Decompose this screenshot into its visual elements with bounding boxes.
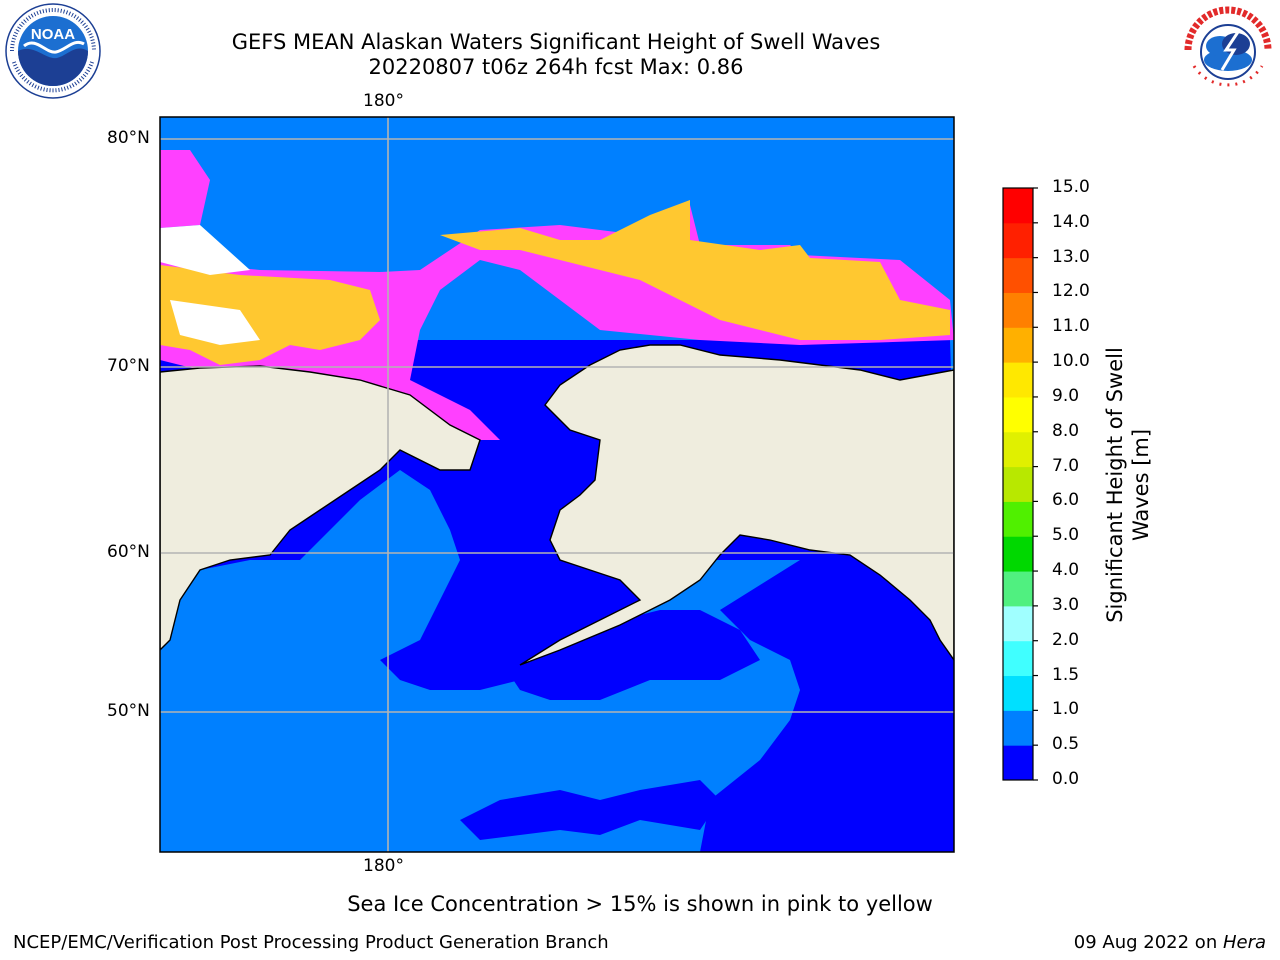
colorbar-tick-label: 3.0 xyxy=(1052,594,1080,615)
footer-credit: NCEP/EMC/Verification Post Processing Pr… xyxy=(13,932,609,953)
graticule xyxy=(160,117,954,852)
lat-label-80: 80°N xyxy=(107,128,150,148)
map-frame xyxy=(159,116,955,853)
colorbar-block-8 xyxy=(1003,466,1033,502)
ocean-swell-0-0.5-east xyxy=(700,560,954,852)
colorbar-block-13 xyxy=(1003,292,1033,328)
colorbar-tick-label: 15.0 xyxy=(1052,177,1090,197)
colorbar-tick-label: 7.0 xyxy=(1052,455,1080,476)
ocean-swell-0-0.5-aleutian xyxy=(500,610,760,700)
colorbar-block-3 xyxy=(1003,640,1033,677)
colorbar xyxy=(1003,188,1033,781)
sea-ice-yellow xyxy=(160,200,950,365)
colorbar-tick-label: 10.0 xyxy=(1052,351,1090,372)
colorbar-tick-label: 1.5 xyxy=(1052,664,1080,685)
colorbar-tick-label: 13.0 xyxy=(1052,246,1090,267)
colorbar-tick-label: 14.0 xyxy=(1052,211,1090,232)
colorbar-block-7 xyxy=(1003,501,1033,537)
land-siberia xyxy=(160,365,481,651)
colorbar-title-line1: Significant Height of Swell xyxy=(1103,347,1127,623)
colorbar-title-line2: Waves [m] xyxy=(1129,428,1153,542)
lat-label-60: 60°N xyxy=(107,542,150,562)
colorbar-block-9 xyxy=(1003,431,1033,468)
footer-date-text: 09 Aug 2022 on xyxy=(1073,932,1223,953)
colorbar-tick-label: 0.5 xyxy=(1052,734,1080,755)
colorbar-tick-label: 0.0 xyxy=(1052,769,1080,789)
lon-label-bottom: 180° xyxy=(363,856,404,876)
footer-host: Hera xyxy=(1222,932,1266,953)
colorbar-block-10 xyxy=(1003,396,1033,433)
colorbar-tick-label: 6.0 xyxy=(1052,490,1080,511)
colorbar-tick-label: 5.0 xyxy=(1052,525,1080,546)
lon-label-top: 180° xyxy=(363,91,404,111)
colorbar-tick-label: 11.0 xyxy=(1052,316,1090,337)
colorbar-block-5 xyxy=(1003,571,1033,607)
colorbar-block-2 xyxy=(1003,675,1033,711)
noaa-logo-text: NOAA xyxy=(31,26,75,43)
colorbar-block-14 xyxy=(1003,257,1033,293)
colorbar-frame xyxy=(1002,187,1034,781)
colorbar-block-11 xyxy=(1003,362,1033,398)
chart-subtitle: 20220807 t06z 264h fcst Max: 0.86 xyxy=(368,55,744,79)
colorbar-block-12 xyxy=(1003,327,1033,363)
colorbar-block-16 xyxy=(1003,188,1033,224)
lat-label-50: 50°N xyxy=(107,701,150,721)
sea-ice-white xyxy=(160,225,260,345)
colorbar-block-4 xyxy=(1003,605,1033,642)
noaa-logo: NOAA xyxy=(4,2,102,100)
colorbar-tick-label: 2.0 xyxy=(1052,629,1080,650)
nws-logo xyxy=(1178,0,1278,100)
sea-ice-caption: Sea Ice Concentration > 15% is shown in … xyxy=(347,892,933,916)
colorbar-block-0 xyxy=(1003,745,1033,781)
colorbar-tick-label: 4.0 xyxy=(1052,560,1080,581)
footer-date: 09 Aug 2022 on Hera xyxy=(1074,932,1266,953)
colorbar-block-6 xyxy=(1003,536,1033,572)
lat-label-70: 70°N xyxy=(107,356,150,376)
ocean-swell-0-0.5-south xyxy=(460,780,720,840)
chart-title: GEFS MEAN Alaskan Waters Significant Hei… xyxy=(231,30,881,54)
colorbar-tick-label: 8.0 xyxy=(1052,420,1080,441)
colorbar-block-15 xyxy=(1003,222,1033,259)
colorbar-tick-label: 12.0 xyxy=(1052,281,1090,302)
colorbar-tick-label: 9.0 xyxy=(1052,385,1080,406)
colorbar-block-1 xyxy=(1003,710,1033,746)
colorbar-tick-label: 1.0 xyxy=(1052,699,1080,720)
